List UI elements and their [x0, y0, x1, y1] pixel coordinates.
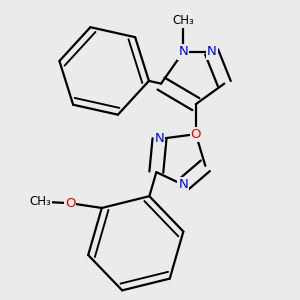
Text: N: N [207, 46, 217, 59]
Text: N: N [178, 178, 188, 191]
Text: N: N [154, 132, 164, 146]
Text: O: O [190, 128, 201, 141]
Text: CH₃: CH₃ [172, 14, 194, 27]
Text: O: O [65, 197, 75, 210]
Text: CH₃: CH₃ [29, 195, 51, 208]
Text: N: N [178, 46, 188, 59]
